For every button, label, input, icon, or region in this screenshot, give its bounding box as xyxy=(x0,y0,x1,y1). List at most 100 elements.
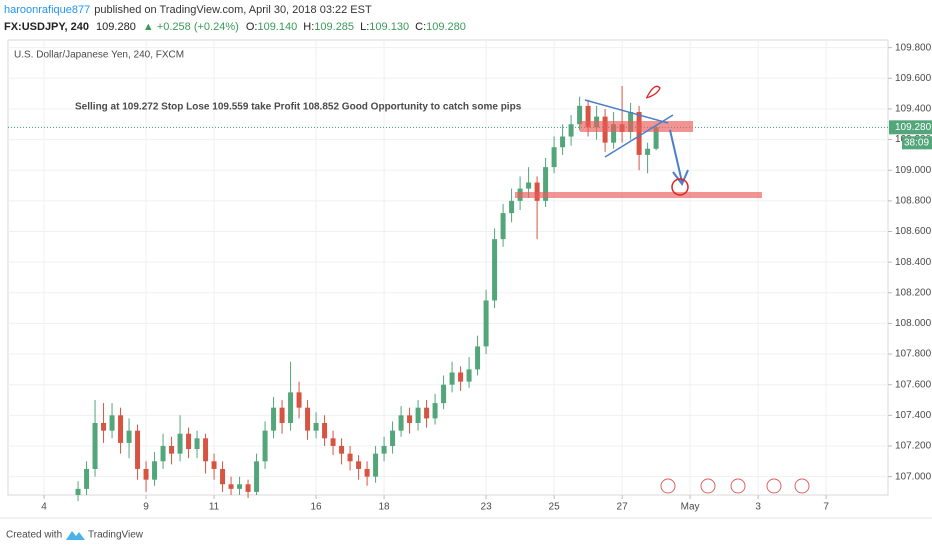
y-tick-label: 107.400 xyxy=(895,410,932,421)
y-tick-label: 108.400 xyxy=(895,257,932,268)
y-tick-label: 108.800 xyxy=(895,195,932,206)
candle-body xyxy=(203,438,209,462)
candle-body xyxy=(645,148,651,155)
candle-body xyxy=(492,239,498,301)
candle-body xyxy=(313,422,319,431)
event-icons xyxy=(660,478,810,494)
x-tick-label: 18 xyxy=(379,502,391,513)
countdown: 38:09 xyxy=(904,137,929,148)
header-text: published on TradingView.com, April 30, … xyxy=(94,4,372,16)
h-label: H: xyxy=(303,21,314,33)
x-tick-label: 7 xyxy=(823,502,829,513)
price-tag xyxy=(889,120,932,135)
candle-body xyxy=(526,182,532,189)
y-tick-label: 107.800 xyxy=(895,349,932,360)
event-icon[interactable] xyxy=(766,478,782,494)
candle-body xyxy=(424,407,430,419)
candle-body xyxy=(322,422,328,439)
symbol: FX:USDJPY, 240 xyxy=(4,21,89,33)
x-tick-label: 11 xyxy=(209,502,220,513)
candle-body xyxy=(220,468,226,485)
price-tag-label: 109.280 xyxy=(895,122,932,133)
annotation: Selling at 109.272 Stop Lose 109.559 tak… xyxy=(75,102,522,113)
candle-body xyxy=(271,407,277,431)
target-circle xyxy=(671,178,689,196)
y-tick-label: 109.800 xyxy=(895,42,932,53)
arrow-head xyxy=(672,169,689,186)
candle-body xyxy=(254,461,260,492)
c-label: C: xyxy=(415,21,426,33)
y-tick-label: 109.000 xyxy=(895,165,932,176)
quote: FX:USDJPY, 240 109.280 ▲ +0.258 (+0.24%)… xyxy=(4,21,466,33)
candle-body xyxy=(483,300,489,347)
y-tick-label: 108.000 xyxy=(895,318,932,329)
y-tick-label: 109.600 xyxy=(895,73,932,84)
o-label: O: xyxy=(246,21,258,33)
candle-body xyxy=(432,403,438,419)
y-tick-label: 107.000 xyxy=(895,471,932,482)
candle-body xyxy=(653,127,659,149)
candle-body xyxy=(347,453,353,462)
candle-body xyxy=(245,484,251,492)
candle-body xyxy=(126,430,132,443)
o: 109.140 xyxy=(257,21,297,33)
x-tick-label: 23 xyxy=(481,502,493,513)
candle-body xyxy=(186,433,192,450)
candle-body xyxy=(177,433,183,454)
candle-body xyxy=(288,392,294,423)
candle-body xyxy=(458,372,464,382)
event-icon[interactable] xyxy=(660,478,676,494)
x-tick-label: 16 xyxy=(311,502,323,513)
candle-body xyxy=(441,384,447,404)
candle-body xyxy=(211,461,217,469)
countdown-tag xyxy=(902,136,932,150)
candle-body xyxy=(75,488,81,495)
x-tick-label: 27 xyxy=(617,502,629,513)
candle-body xyxy=(534,182,540,201)
arrow xyxy=(669,129,683,183)
candle-body xyxy=(390,430,396,446)
plot-frame xyxy=(7,39,889,496)
candle-body xyxy=(118,415,124,443)
candle-body xyxy=(577,105,583,125)
candle-body xyxy=(373,453,379,477)
candle-body xyxy=(381,445,387,454)
event-icon[interactable] xyxy=(730,478,746,494)
x-tick-label: 9 xyxy=(143,502,149,513)
candle-body xyxy=(500,213,506,240)
candle-body xyxy=(475,346,481,370)
candle-body xyxy=(415,407,421,423)
candle-body xyxy=(279,407,285,423)
event-icon[interactable] xyxy=(794,478,810,494)
candle-body xyxy=(466,369,472,382)
candle-body xyxy=(194,438,200,450)
logo xyxy=(66,531,85,540)
candle-body xyxy=(339,445,345,454)
footer-brand[interactable]: TradingView xyxy=(88,530,144,541)
event-icon[interactable] xyxy=(700,478,716,494)
author[interactable]: haroonrafique877 xyxy=(4,4,90,16)
x-tick-label: 4 xyxy=(41,502,47,513)
candle-body xyxy=(296,392,302,408)
candle-body xyxy=(330,438,336,446)
x-tick-label: 25 xyxy=(549,502,561,513)
candle-body xyxy=(560,136,566,148)
candle-body xyxy=(143,468,149,480)
l-label: L: xyxy=(360,21,369,33)
candle-body xyxy=(568,124,574,137)
x-tick-label: May xyxy=(681,502,700,513)
y-tick-label: 107.200 xyxy=(895,441,932,452)
candle-body xyxy=(84,468,90,489)
candle-body xyxy=(237,484,243,489)
y-tick-label: 109.400 xyxy=(895,104,932,115)
header: haroonrafique877 published on TradingView… xyxy=(4,4,372,16)
c: 109.280 xyxy=(426,21,466,33)
candle-body xyxy=(169,445,175,454)
target-zone xyxy=(515,192,762,198)
last: 109.280 xyxy=(96,21,136,33)
y-tick-label: 107.600 xyxy=(895,379,932,390)
change: ▲ +0.258 (+0.24%) xyxy=(143,21,239,33)
candle-body xyxy=(398,415,404,431)
candle-body xyxy=(551,147,557,168)
